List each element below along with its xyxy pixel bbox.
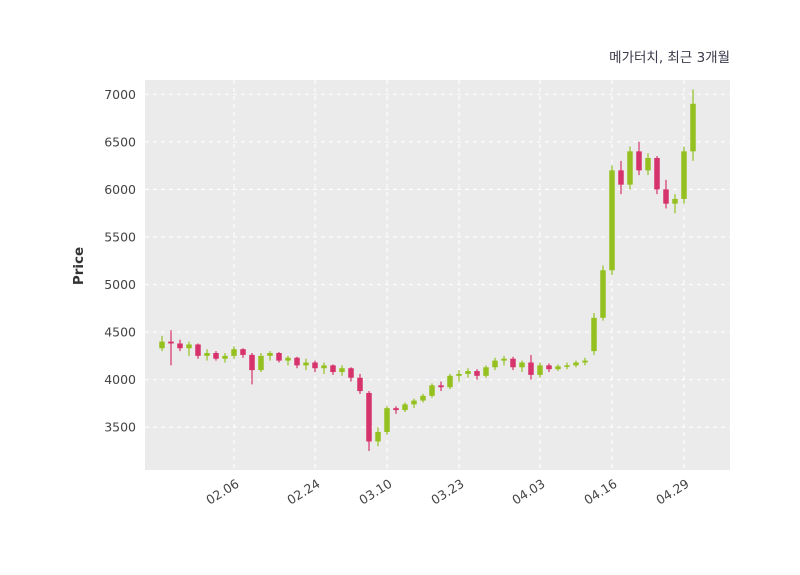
y-tick-label: 5500: [104, 229, 136, 244]
candle-body: [393, 408, 399, 411]
candle-body: [240, 349, 246, 355]
candle-body: [492, 360, 498, 368]
candle-body: [483, 367, 489, 376]
candle-body: [465, 371, 471, 374]
candle-body: [249, 354, 255, 371]
candle-body: [519, 362, 525, 368]
candle-body: [663, 189, 669, 204]
candle-body: [348, 368, 354, 378]
candle-body: [681, 151, 687, 199]
candle-body: [159, 341, 165, 349]
candle-body: [546, 365, 552, 370]
candle-body: [276, 353, 282, 361]
candle-body: [258, 355, 264, 371]
candle-body: [429, 385, 435, 396]
chart-title: 메가터치, 최근 3개월: [609, 50, 730, 66]
candle-body: [474, 371, 480, 376]
candle-body: [528, 362, 534, 375]
candle-body: [177, 343, 183, 349]
candle-body: [564, 365, 570, 367]
candle-body: [294, 357, 300, 366]
candle-body: [600, 270, 606, 318]
candle-body: [582, 360, 588, 363]
candle-body: [213, 353, 219, 359]
candle-body: [195, 344, 201, 356]
candle-body: [447, 375, 453, 388]
candle-body: [636, 151, 642, 171]
candle-body: [231, 349, 237, 356]
candle-body: [573, 362, 579, 366]
y-tick-label: 5000: [104, 277, 136, 292]
x-tick-label: 02.06: [203, 476, 241, 508]
candle-body: [555, 366, 561, 370]
y-tick-label: 6000: [104, 182, 136, 197]
candle-body: [267, 353, 273, 356]
x-tick-label: 04.29: [653, 476, 691, 508]
plot-background: [145, 80, 730, 470]
candle-body: [402, 404, 408, 411]
y-axis-label: Price: [71, 246, 88, 286]
candle-body: [357, 377, 363, 392]
candle-body: [672, 198, 678, 204]
y-tick-label: 4500: [104, 325, 136, 340]
candle-body: [384, 408, 390, 432]
candle-body: [510, 358, 516, 368]
y-tick-label: 4000: [104, 372, 136, 387]
candle-body: [339, 368, 345, 373]
candle-body: [366, 392, 372, 442]
candle-body: [627, 151, 633, 185]
candle-body: [375, 431, 381, 442]
candle-body: [204, 353, 210, 356]
x-tick-label: 03.10: [356, 476, 394, 508]
candle-body: [168, 341, 174, 344]
x-tick-label: 04.16: [581, 476, 619, 508]
x-tick-label: 04.03: [509, 476, 547, 508]
candle-body: [411, 400, 417, 405]
candle-body: [321, 365, 327, 369]
candle-body: [312, 362, 318, 369]
candle-body: [285, 357, 291, 361]
candle-body: [537, 365, 543, 375]
candle-body: [303, 362, 309, 366]
candle-body: [618, 170, 624, 185]
candle-body: [591, 317, 597, 352]
candle-body: [501, 358, 507, 361]
candle-body: [456, 373, 462, 376]
candle-body: [609, 170, 615, 271]
candle-body: [222, 355, 228, 359]
candle-body: [438, 385, 444, 388]
x-tick-label: 02.24: [284, 476, 322, 508]
y-tick-label: 7000: [104, 87, 136, 102]
candle-body: [690, 103, 696, 152]
candle-body: [330, 365, 336, 373]
y-tick-label: 3500: [104, 420, 136, 435]
y-tick-label: 6500: [104, 134, 136, 149]
candle-body: [645, 158, 651, 171]
x-tick-label: 03.23: [428, 476, 466, 508]
candle-body: [186, 344, 192, 349]
candle-body: [420, 395, 426, 401]
candle-body: [654, 158, 660, 190]
